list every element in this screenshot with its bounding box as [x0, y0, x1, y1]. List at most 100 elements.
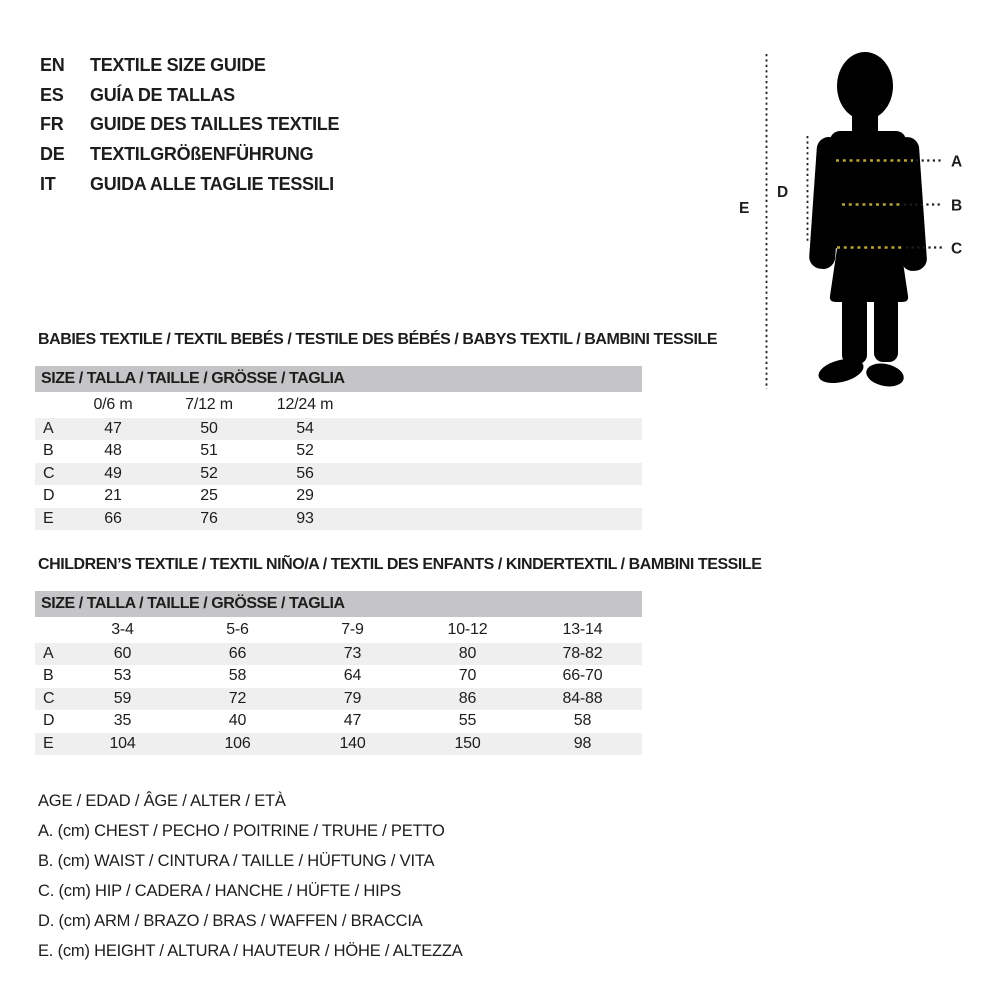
table-body: A 47 50 54 B 48 51 52 C 49 52 56 D 21 25 29 E 66 76 93: [35, 418, 642, 530]
measurement-figure: A B C D E: [739, 52, 962, 389]
language-title: GUIDE DES TAILLES TEXTILE: [90, 114, 340, 135]
row-label: D: [43, 487, 55, 505]
cell-value: 73: [343, 645, 362, 662]
column-header: 12/24 m: [276, 396, 334, 413]
language-code: FR: [40, 114, 64, 135]
language-code: DE: [40, 144, 65, 165]
language-title: GUIDA ALLE TAGLIE TESSILI: [90, 173, 334, 194]
child-silhouette-icon: [809, 52, 927, 387]
cell-value: 54: [296, 420, 314, 437]
cell-value: 66-70: [562, 667, 603, 685]
cell-value: 56: [296, 464, 314, 482]
label-b: B: [951, 198, 962, 215]
cell-value: 25: [200, 487, 218, 505]
cell-value: 58: [573, 712, 592, 730]
row-label: E: [43, 734, 54, 752]
cell-value: 106: [224, 734, 251, 752]
row-label: D: [43, 712, 55, 730]
table-row: D 35 40 47 55 58: [35, 710, 642, 732]
cell-value: 76: [200, 509, 218, 527]
cell-value: 35: [113, 712, 132, 730]
cell-value: 140: [339, 734, 366, 752]
cell-value: 29: [296, 487, 314, 505]
column-header-row: 3-4 5-6 7-9 10-12 13-14: [35, 617, 642, 643]
legend-line-arm: D. (cm) ARM / BRAZO / BRAS / WAFFEN / BR…: [38, 912, 423, 930]
cell-value: 70: [458, 667, 477, 685]
cell-value: 52: [296, 442, 314, 460]
language-title: TEXTILGRÖßENFÜHRUNG: [90, 144, 314, 165]
cell-value: 80: [458, 645, 477, 662]
table-row: D 21 25 29: [35, 485, 642, 507]
cell-value: 64: [343, 667, 362, 685]
cell-value: 72: [228, 689, 247, 707]
cell-value: 55: [458, 712, 477, 730]
row-label: E: [43, 509, 54, 527]
legend-line-hip: C. (cm) HIP / CADERA / HANCHE / HÜFTE / …: [38, 882, 402, 900]
column-header: 7/12 m: [185, 396, 233, 413]
cell-value: 48: [104, 442, 122, 460]
cell-value: 53: [113, 667, 132, 685]
children-size-table: SIZE / TALLA / TAILLE / GRÖSSE / TAGLIA …: [35, 591, 642, 755]
row-label: B: [43, 442, 54, 460]
language-row-es: ES GUÍA DE TALLAS: [40, 81, 339, 111]
table-row: A 47 50 54: [35, 418, 642, 441]
column-header-row: 0/6 m 7/12 m 12/24 m: [35, 392, 642, 418]
column-header: 13-14: [562, 621, 603, 638]
column-header-spacer: [35, 617, 65, 643]
legend-line-chest: A. (cm) CHEST / PECHO / POITRINE / TRUHE…: [38, 822, 445, 840]
language-list: EN TEXTILE SIZE GUIDE ES GUÍA DE TALLAS …: [40, 51, 339, 199]
label-c: C: [951, 241, 962, 258]
table-row: B 53 58 64 70 66-70: [35, 665, 642, 687]
row-label: C: [43, 689, 55, 707]
cell-value: 40: [228, 712, 247, 730]
table-row: E 66 76 93: [35, 507, 642, 530]
language-code: EN: [40, 55, 65, 76]
cell-value: 66: [228, 645, 247, 662]
babies-size-table: SIZE / TALLA / TAILLE / GRÖSSE / TAGLIA …: [35, 366, 642, 530]
cell-value: 47: [343, 712, 362, 730]
cell-value: 50: [200, 420, 218, 437]
row-label: B: [43, 667, 54, 685]
legend-line-waist: B. (cm) WAIST / CINTURA / TAILLE / HÜFTU…: [38, 852, 435, 870]
label-e: E: [739, 200, 749, 217]
language-title: TEXTILE SIZE GUIDE: [90, 55, 266, 76]
babies-section-title: BABIES TEXTILE / TEXTIL BEBÉS / TESTILE …: [38, 331, 718, 348]
language-row-fr: FR GUIDE DES TAILLES TEXTILE: [40, 110, 339, 140]
label-a: A: [951, 154, 962, 171]
cell-value: 66: [104, 509, 122, 527]
table-row: A 60 66 73 80 78-82: [35, 643, 642, 666]
age-legend-line: AGE / EDAD / ÂGE / ALTER / ETÀ: [38, 792, 286, 810]
row-label: A: [43, 420, 54, 437]
cell-value: 150: [454, 734, 481, 752]
measurement-legend: AGE / EDAD / ÂGE / ALTER / ETÀ A. (cm) C…: [38, 786, 463, 966]
label-d: D: [777, 184, 788, 201]
column-header: 7-9: [341, 621, 364, 638]
cell-value: 58: [228, 667, 247, 685]
column-header: 3-4: [111, 621, 134, 638]
table-body: A 60 66 73 80 78-82 B 53 58 64 70 66-70 C 59 72 79 86 84-…: [35, 643, 642, 755]
size-header-bar: SIZE / TALLA / TAILLE / GRÖSSE / TAGLIA: [35, 591, 642, 617]
cell-value: 52: [200, 464, 218, 482]
cell-value: 86: [458, 689, 477, 707]
cell-value: 60: [113, 645, 132, 662]
cell-value: 79: [343, 689, 362, 707]
language-code: ES: [40, 84, 64, 105]
table-row: C 49 52 56: [35, 462, 642, 486]
language-title: GUÍA DE TALLAS: [90, 84, 235, 105]
column-header: 10-12: [447, 621, 488, 638]
row-label: A: [43, 645, 54, 662]
cell-value: 49: [104, 464, 122, 482]
children-section-title: CHILDREN’S TEXTILE / TEXTIL NIÑO/A / TEX…: [38, 556, 762, 573]
cell-value: 98: [573, 734, 592, 752]
cell-value: 78-82: [562, 645, 603, 662]
language-row-de: DE TEXTILGRÖßENFÜHRUNG: [40, 140, 339, 170]
table-row: E 104 106 140 150 98: [35, 732, 642, 755]
column-header: 0/6 m: [93, 396, 133, 413]
language-row-it: IT GUIDA ALLE TAGLIE TESSILI: [40, 169, 339, 199]
language-row-en: EN TEXTILE SIZE GUIDE: [40, 51, 339, 81]
cell-value: 93: [296, 509, 314, 527]
cell-value: 84-88: [562, 689, 603, 707]
cell-value: 51: [200, 442, 218, 460]
legend-line-height: E. (cm) HEIGHT / ALTURA / HAUTEUR / HÖHE…: [38, 942, 463, 960]
